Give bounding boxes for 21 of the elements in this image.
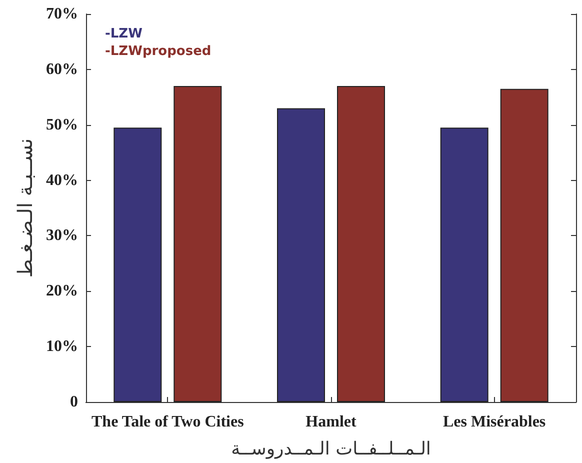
bar — [277, 108, 325, 402]
x-tick-label: Hamlet — [306, 414, 357, 430]
y-tick-label: 20% — [46, 282, 78, 300]
y-tick-label: 30% — [46, 227, 78, 244]
y-axis-title: نســبـة الـضـغـط — [13, 138, 38, 278]
y-tick-label: 50% — [46, 116, 78, 134]
text: -LZW — [105, 26, 142, 42]
text: -LZWproposed — [105, 44, 212, 59]
x-tick-label: Les Misérables — [443, 414, 546, 430]
bar — [500, 88, 548, 402]
y-tick-label: 40% — [46, 172, 78, 189]
bar — [114, 128, 162, 402]
y-tick-label: 70% — [46, 6, 78, 22]
x-tick-label: The Tale of Two Cities — [92, 414, 244, 430]
x-axis-title: الـمــلــفــات الـمــدروســة — [231, 438, 431, 460]
y-tick-label: 10% — [46, 338, 78, 356]
bar — [337, 86, 385, 402]
y-tick-label: 0 — [70, 394, 78, 410]
bar — [440, 128, 488, 402]
y-tick-label: 60% — [46, 60, 78, 78]
bar — [174, 86, 222, 402]
